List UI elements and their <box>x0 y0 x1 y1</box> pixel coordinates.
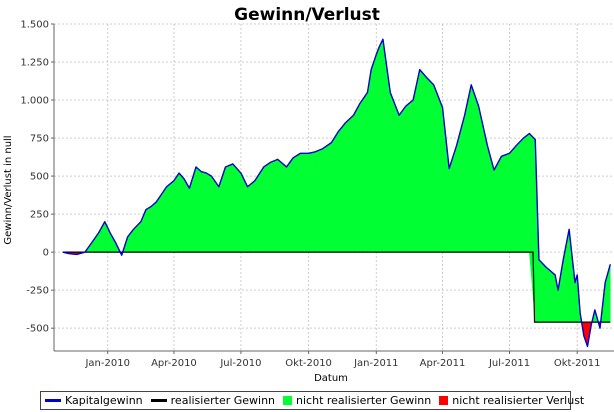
gain-area-segment <box>178 172 185 253</box>
y-tick-label: -250 <box>26 286 49 297</box>
gain-area-segment <box>376 46 380 253</box>
x-axis-ticks: Jan-2010 Apr-2010 Jul-2010 Okt-2010 Jan-2011… <box>84 351 601 369</box>
gain-area-segment <box>523 132 530 253</box>
legend-label-kapitalgewinn: Kapitalgewinn <box>65 394 143 407</box>
y-tick-label: 500 <box>30 172 49 183</box>
gain-area-segment <box>470 84 479 253</box>
gain-area-segment <box>195 166 202 253</box>
gain-area-segment <box>367 69 372 253</box>
gain-area-segment <box>150 201 157 253</box>
gain-area-segment <box>314 148 323 253</box>
x-tick-label: Okt-2011 <box>554 358 601 369</box>
gain-area-segment <box>515 137 524 253</box>
x-tick-label: Jan-2010 <box>84 358 129 369</box>
legend-label-realisierter-gewinn: realisierter Gewinn <box>170 394 276 407</box>
gain-area-segment <box>247 180 256 253</box>
y-tick-label: 250 <box>30 210 49 221</box>
y-tick-label: 750 <box>30 134 49 145</box>
legend-swatch-realisierter-gewinn <box>150 399 167 402</box>
legend: Kapitalgewinn realisierter Gewinn nicht … <box>40 391 584 410</box>
gain-area-segment <box>538 259 547 323</box>
gain-area-segment <box>263 161 271 253</box>
gain-area-segment <box>286 157 294 253</box>
legend-swatch-nicht-realisierter-gewinn <box>283 396 293 405</box>
series-lines <box>62 38 611 348</box>
y-tick-label: 1.000 <box>20 96 49 107</box>
gain-area-segment <box>345 114 354 253</box>
x-tick-label: Apr-2010 <box>151 358 197 369</box>
gain-area-segment <box>433 84 443 253</box>
gain-area-segment <box>419 68 427 253</box>
gain-area-segment <box>270 158 278 253</box>
y-tick-label: 1.500 <box>20 20 49 31</box>
x-tick-label: Okt-2010 <box>285 358 332 369</box>
series-line-kapitalgewinn <box>62 38 611 348</box>
gain-area-segment <box>166 180 175 253</box>
gain-area-segment <box>501 152 510 253</box>
x-tick-label: Jul-2011 <box>488 358 530 369</box>
y-tick-label: -500 <box>26 324 49 335</box>
gain-area-segment <box>390 92 400 253</box>
legend-label-nicht-realisierter-verlust: nicht realisierter Verlust <box>452 394 585 407</box>
gain-area-segment <box>145 206 152 253</box>
y-tick-label: 1.250 <box>20 58 49 69</box>
x-tick-label: Apr-2011 <box>420 358 466 369</box>
legend-item-realisierter-gewinn: realisierter Gewinn <box>150 394 276 407</box>
gain-area-segment <box>331 131 339 253</box>
legend-swatch-nicht-realisierter-verlust <box>439 396 449 405</box>
gain-area-segment <box>277 158 287 253</box>
legend-item-nicht-realisierter-gewinn: nicht realisierter Gewinn <box>283 394 431 407</box>
x-tick-label: Jul-2010 <box>219 358 261 369</box>
legend-item-kapitalgewinn: Kapitalgewinn <box>45 394 143 407</box>
gain-area-segment <box>206 172 212 253</box>
gain-area-segment <box>292 152 301 253</box>
series-line-realisierter-gewinn <box>62 251 611 323</box>
gain-area-segment <box>493 156 502 253</box>
legend-label-nicht-realisierter-gewinn: nicht realisierter Gewinn <box>296 394 432 407</box>
gain-area-segment <box>370 54 377 253</box>
gain-area-segment <box>322 142 332 253</box>
gain-area-segment <box>156 193 162 253</box>
gain-area-segment <box>509 145 517 253</box>
gain-area-segment <box>426 76 434 253</box>
chart-title: Gewinn/Verlust <box>234 5 380 25</box>
gain-area-segment <box>546 266 556 323</box>
gain-area-segment <box>161 185 167 253</box>
gain-area-segment <box>173 172 180 253</box>
x-tick-label: Jan-2011 <box>353 358 398 369</box>
gain-area-segment <box>232 163 242 253</box>
gain-area-segment <box>211 175 220 253</box>
x-axis-label: Datum <box>314 373 348 384</box>
gain-area-segment <box>398 105 406 253</box>
gain-area-segment <box>405 99 414 253</box>
y-tick-label: 0 <box>43 248 49 259</box>
area-fills <box>62 39 611 347</box>
gain-area-segment <box>200 171 207 253</box>
gain-area-segment <box>300 153 309 253</box>
gain-area-segment <box>359 91 368 253</box>
gain-area-segment <box>353 102 361 253</box>
legend-swatch-kapitalgewinn <box>45 399 61 402</box>
gain-area-segment <box>225 163 234 253</box>
gain-area-segment <box>379 39 384 253</box>
y-axis-label: Gewinn/Verlust in null <box>3 135 14 244</box>
gain-area-segment <box>337 122 346 253</box>
y-axis-ticks: 1.500 1.250 1.000 750 500 250 0 -250 -500 <box>20 20 54 335</box>
legend-item-nicht-realisierter-verlust: nicht realisierter Verlust <box>439 394 584 407</box>
gain-area-segment <box>183 178 190 253</box>
gain-area-segment <box>308 151 316 253</box>
